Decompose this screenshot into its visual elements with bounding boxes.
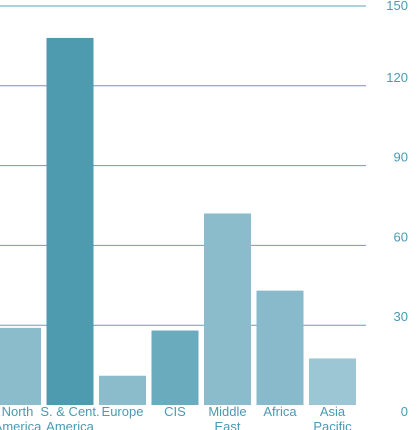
x-category-label-5: Africa — [263, 404, 297, 419]
x-category-label-0: NorthAmerica — [0, 404, 42, 430]
y-tick-label-120: 120 — [386, 70, 408, 85]
x-category-label-6: Asia Pacific — [313, 404, 352, 430]
x-category-label-1: S. & Cent. America — [40, 404, 99, 430]
bar-3 — [151, 330, 199, 405]
y-tick-label-30: 30 — [394, 309, 408, 324]
bar-2 — [99, 375, 146, 405]
bar-5 — [256, 290, 304, 405]
y-axis-tick-labels: 0 30 60 90 120 150 — [386, 0, 408, 419]
bar-0 — [0, 327, 41, 405]
y-tick-label-0: 0 — [401, 404, 408, 419]
y-tick-label-60: 60 — [394, 229, 408, 244]
x-category-label-2: Europe — [102, 404, 144, 419]
y-tick-label-90: 90 — [394, 150, 408, 165]
x-category-label-4: Middle East — [208, 404, 246, 430]
bar-6 — [309, 358, 356, 405]
y-tick-label-150: 150 — [386, 0, 408, 13]
bar-4 — [204, 213, 251, 405]
x-category-label-3: CIS — [164, 404, 186, 419]
bar-1 — [46, 37, 94, 406]
bars — [0, 37, 356, 406]
